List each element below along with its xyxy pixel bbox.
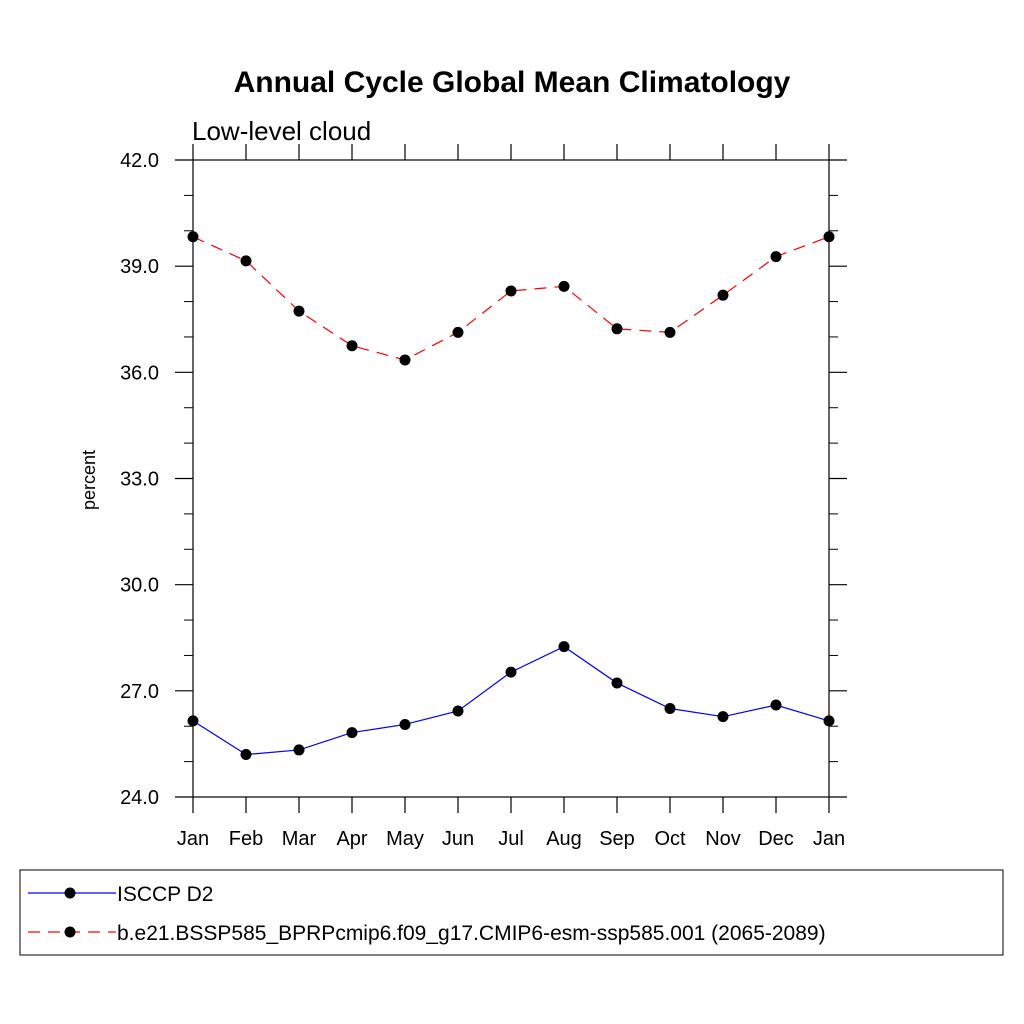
series-1-point [770, 251, 782, 263]
legend-label-0: ISCCP D2 [117, 883, 213, 906]
chart-title: Annual Cycle Global Mean Climatology [234, 66, 791, 99]
y-axis-label: percent [79, 450, 99, 510]
chart-subtitle: Low-level cloud [192, 116, 371, 146]
y-tick-label: 42.0 [120, 150, 159, 172]
series-1-point [823, 231, 835, 243]
x-tick-label: Jul [498, 828, 524, 850]
series-0-point [823, 715, 835, 727]
series-0-point [346, 727, 358, 739]
series-0-point [664, 703, 676, 715]
y-tick-label: 24.0 [120, 787, 159, 809]
x-tick-label: Feb [229, 828, 263, 850]
series-layer [187, 231, 835, 761]
series-1-point [505, 285, 517, 297]
plot-frame [192, 159, 830, 798]
series-0-point [611, 677, 623, 689]
y-tick-label: 36.0 [120, 362, 159, 384]
x-tick-label: Mar [282, 828, 317, 850]
y-tick-label: 30.0 [120, 575, 159, 597]
y-tick-label: 39.0 [120, 256, 159, 278]
series-1-point [346, 340, 358, 352]
series-1-point [452, 326, 464, 338]
y-tick-label: 33.0 [120, 469, 159, 491]
series-1-point [558, 280, 570, 292]
series-0-point [452, 705, 464, 717]
series-0-point [770, 699, 782, 711]
series-0-point [717, 711, 729, 723]
x-tick-label: Aug [546, 828, 582, 850]
axes: 24.0 27.0 30.0 33.0 36.0 39.0 42.0 Jan Feb Mar Apr… [120, 144, 847, 850]
x-tick-label: Dec [758, 828, 794, 850]
series-line-0 [192, 645, 830, 756]
legend-marker-0 [64, 887, 76, 899]
series-1-point [664, 326, 676, 338]
series-0-point [505, 666, 517, 678]
legend-label-1: b.e21.BSSP585_BPRPcmip6.f09_g17.CMIP6-es… [117, 922, 826, 945]
series-0-point [293, 744, 305, 756]
x-tick-label: Oct [654, 828, 686, 850]
legend-box [19, 869, 1004, 956]
legend-marker-1 [64, 926, 76, 938]
series-0-point [558, 641, 570, 653]
series-1-point [240, 255, 252, 267]
series-1-point [717, 289, 729, 301]
y-tick-label: 27.0 [120, 681, 159, 703]
series-0-point [240, 749, 252, 761]
series-1-point [293, 305, 305, 317]
legend: ISCCP D2 b.e21.BSSP585_BPRPcmip6.f09_g17.… [28, 883, 826, 945]
x-tick-label: Sep [599, 828, 635, 850]
series-0-point [187, 715, 199, 727]
series-1-point [399, 354, 411, 366]
x-tick-label: Jan [177, 828, 209, 850]
x-tick-label: May [386, 828, 424, 850]
series-1-point [611, 323, 623, 335]
x-tick-label: Apr [336, 828, 367, 850]
x-tick-label: Jun [442, 828, 474, 850]
series-0-point [399, 718, 411, 730]
series-1-point [187, 231, 199, 243]
x-tick-label: Nov [705, 828, 741, 850]
series-line-1 [192, 236, 830, 361]
x-tick-label: Jan [813, 828, 845, 850]
